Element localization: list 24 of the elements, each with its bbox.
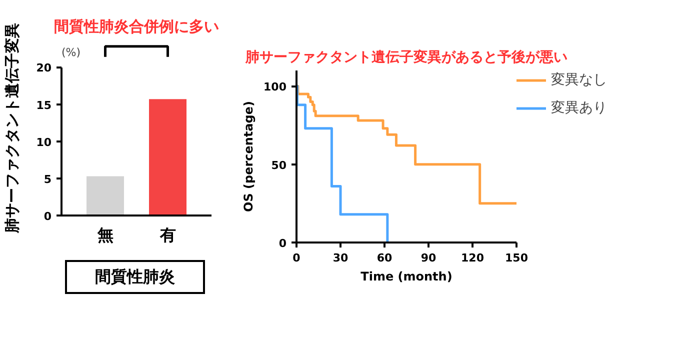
- x-axis-title: Time (month): [360, 270, 452, 284]
- x-tick-label: 150: [505, 252, 528, 264]
- legend-label: 変異あり: [551, 99, 607, 117]
- y-tick-label: 50: [271, 158, 287, 172]
- y-tick-label: 20: [36, 62, 52, 75]
- x-tick-label: 90: [420, 252, 436, 264]
- x-tick-label: 有: [158, 226, 176, 244]
- chart-title: 肺サーファクタント遺伝子変異があると予後が悪い: [244, 48, 568, 66]
- y-tick-label: 5: [44, 172, 52, 186]
- y-tick-label: 15: [36, 98, 52, 112]
- y-tick-label: 0: [44, 210, 52, 223]
- x-tick-label: 60: [376, 252, 392, 264]
- x-tick-label: 30: [332, 252, 348, 264]
- chart-title: 間質性肺炎合併例に多い: [54, 18, 219, 36]
- x-axis-title: 間質性肺炎: [95, 266, 175, 288]
- x-tick-label: 0: [292, 252, 301, 264]
- x-tick-label: 120: [461, 252, 484, 264]
- legend-label: 変異なし: [551, 71, 607, 89]
- x-tick-label: 無: [96, 226, 114, 244]
- y-axis-title: OS (percentage): [242, 100, 256, 212]
- y-tick-label: 100: [264, 80, 287, 94]
- y-tick-label: 10: [36, 136, 52, 149]
- y-axis-title: 肺サーファクタント遺伝子変異: [3, 23, 22, 234]
- text: (%): [62, 46, 81, 59]
